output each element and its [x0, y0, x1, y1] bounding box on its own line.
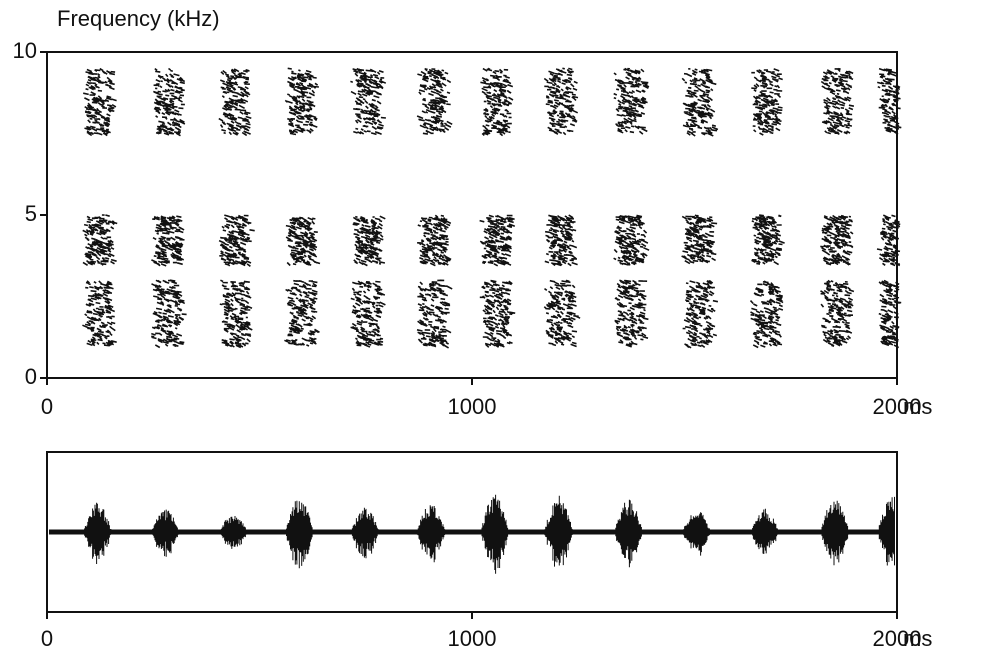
syllable-band: [877, 67, 902, 135]
x-tick-label: 2000: [873, 626, 922, 651]
syllable-band: [219, 279, 253, 349]
syllable-band: [285, 216, 321, 267]
syllable-band: [83, 67, 117, 137]
syllable-band: [820, 67, 855, 136]
x-unit-label: ms: [903, 394, 932, 419]
syllable-band: [613, 67, 650, 135]
waveform-burst: [416, 505, 446, 563]
syllable-band: [218, 214, 255, 267]
x-tick-label: 1000: [448, 394, 497, 419]
syllable-band: [751, 68, 783, 136]
y-tick-label: 0: [25, 364, 37, 389]
syllable-band: [682, 279, 719, 349]
waveform-burst: [682, 512, 712, 556]
x-tick-label: 0: [41, 626, 53, 651]
y-axis-label: Frequency (kHz): [57, 6, 220, 31]
x-tick-label: 1000: [448, 626, 497, 651]
syllable-band: [284, 67, 319, 136]
syllable-band: [876, 214, 901, 267]
syllable-band: [151, 215, 185, 267]
syllable-band: [613, 214, 650, 266]
syllable-band: [681, 214, 718, 265]
syllable-band: [479, 279, 516, 348]
waveform-burst: [480, 494, 510, 574]
waveform-burst: [285, 500, 315, 569]
x-tick-label: 0: [41, 394, 53, 419]
syllable-band: [350, 280, 386, 348]
waveform-burst: [219, 516, 249, 549]
syllable-band: [543, 279, 581, 348]
waveform-burst: [878, 496, 895, 566]
syllable-band: [543, 67, 579, 136]
syllable-band: [352, 215, 386, 267]
syllable-band: [614, 279, 649, 348]
syllable-band: [820, 279, 855, 348]
syllable-band: [878, 279, 902, 349]
waveform-burst: [351, 507, 381, 559]
waveform-burst: [83, 502, 113, 564]
syllable-band: [417, 214, 452, 267]
x-tick-label: 2000: [873, 394, 922, 419]
syllable-band: [681, 68, 719, 137]
syllable-band: [479, 214, 516, 267]
waveform-burst: [820, 500, 850, 566]
waveform-burst: [544, 495, 574, 567]
syllable-band: [82, 280, 117, 347]
syllable-band: [751, 214, 785, 266]
waveform-burst: [151, 509, 181, 557]
syllable-band: [350, 67, 387, 136]
syllable-band: [151, 279, 187, 349]
syllable-band: [480, 67, 514, 137]
syllable-band: [749, 280, 784, 349]
syllable-band: [416, 67, 453, 135]
syllable-band: [284, 279, 320, 347]
syllable-band: [820, 214, 854, 266]
syllable-band: [153, 67, 186, 137]
waveform-burst: [614, 499, 644, 568]
y-tick-label: 5: [25, 201, 37, 226]
syllable-band: [218, 68, 252, 137]
syllable-band: [544, 214, 578, 267]
y-tick-label: 10: [13, 38, 37, 63]
syllable-band: [82, 214, 118, 266]
waveform-burst: [750, 508, 780, 554]
syllable-band: [416, 279, 453, 349]
x-unit-label: ms: [903, 626, 932, 651]
